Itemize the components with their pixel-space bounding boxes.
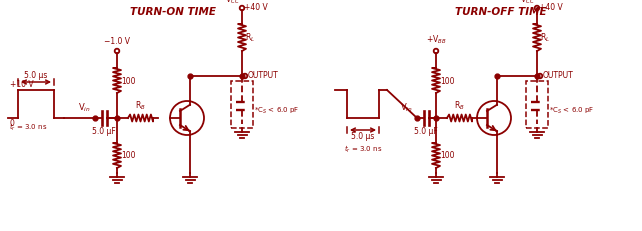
Text: V$_{in}$: V$_{in}$ (78, 101, 91, 114)
Text: R$_B$: R$_B$ (135, 100, 146, 112)
Text: V$_{in}$: V$_{in}$ (400, 101, 413, 114)
Text: 100: 100 (121, 151, 135, 159)
Text: OUTPUT: OUTPUT (248, 72, 279, 80)
Text: *C$_S$ < 6.0 pF: *C$_S$ < 6.0 pF (254, 106, 299, 116)
Text: 100: 100 (440, 151, 455, 159)
Text: $t_r$ = 3.0 ns: $t_r$ = 3.0 ns (9, 122, 47, 133)
Text: 100: 100 (121, 76, 135, 85)
Text: R$_L$: R$_L$ (245, 32, 255, 44)
Text: +V$_{BB}$: +V$_{BB}$ (426, 33, 446, 46)
Bar (526, 81, 548, 128)
Text: 0: 0 (10, 119, 15, 128)
Bar (231, 81, 253, 128)
Text: TURN-ON TIME: TURN-ON TIME (130, 7, 216, 17)
Text: R$_L$: R$_L$ (540, 32, 550, 44)
Text: V$_{CC}$: V$_{CC}$ (520, 0, 535, 6)
Text: +40 V: +40 V (539, 3, 563, 12)
Text: 5.0 µF: 5.0 µF (414, 127, 438, 136)
Text: −1.0 V: −1.0 V (104, 37, 130, 46)
Text: V$_{CC}$: V$_{CC}$ (225, 0, 240, 6)
Text: $t_r$ = 3.0 ns: $t_r$ = 3.0 ns (344, 144, 382, 155)
Text: R$_B$: R$_B$ (454, 100, 465, 112)
Text: 5.0 µs: 5.0 µs (351, 132, 375, 141)
Text: 5.0 µF: 5.0 µF (92, 127, 116, 136)
Text: 5.0 µs: 5.0 µs (24, 71, 48, 80)
Text: +40 V: +40 V (244, 3, 268, 12)
Text: 100: 100 (440, 76, 455, 85)
Text: TURN-OFF TIME: TURN-OFF TIME (455, 7, 547, 17)
Text: +10 V: +10 V (10, 80, 33, 89)
Text: OUTPUT: OUTPUT (543, 72, 574, 80)
Text: *C$_S$ < 6.0 pF: *C$_S$ < 6.0 pF (549, 106, 594, 116)
